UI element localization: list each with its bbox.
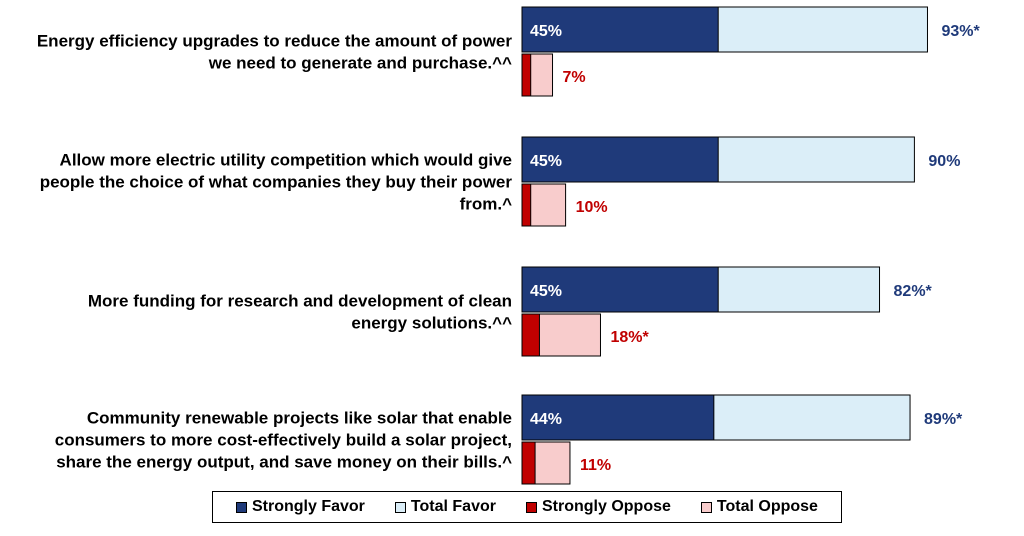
category-label: we need to generate and purchase.^^ bbox=[208, 54, 512, 73]
legend-swatch-strongly-oppose bbox=[525, 501, 537, 513]
legend-label-strongly-favor: Strongly Favor bbox=[252, 498, 365, 515]
bar-strongly-oppose bbox=[521, 441, 536, 485]
bar-strongly-favor bbox=[521, 394, 715, 441]
bar-strongly-oppose bbox=[521, 183, 532, 227]
label-total-favor: 90% bbox=[928, 153, 960, 170]
legend-swatch-total-favor bbox=[394, 501, 406, 513]
bar-strongly-favor bbox=[521, 266, 719, 313]
legend-label-strongly-oppose: Strongly Oppose bbox=[541, 498, 671, 515]
bar-strongly-favor bbox=[521, 136, 719, 183]
category-label: Community renewable projects like solar … bbox=[87, 409, 512, 428]
legend-item-strongly-favor: Strongly Favor bbox=[236, 498, 365, 516]
label-strongly-favor: 45% bbox=[530, 153, 562, 170]
category-label: Energy efficiency upgrades to reduce the… bbox=[37, 32, 513, 51]
bar-strongly-oppose bbox=[521, 53, 532, 97]
legend-item-total-oppose: Total Oppose bbox=[700, 498, 818, 516]
category-label: More funding for research and developmen… bbox=[88, 292, 512, 311]
category-label: people the choice of what companies they… bbox=[40, 173, 513, 192]
category-label: share the energy output, and save money … bbox=[56, 453, 512, 472]
bar-strongly-favor bbox=[521, 6, 719, 53]
label-total-oppose: 10% bbox=[576, 199, 608, 216]
label-total-oppose: 11% bbox=[580, 457, 611, 474]
legend-label-total-favor: Total Favor bbox=[410, 498, 496, 515]
legend: Strongly Favor Total Favor Strongly Oppo… bbox=[212, 491, 842, 523]
label-strongly-favor: 45% bbox=[530, 283, 562, 300]
label-strongly-favor: 45% bbox=[530, 23, 562, 40]
category-label: Allow more electric utility competition … bbox=[60, 151, 512, 170]
legend-item-total-favor: Total Favor bbox=[394, 498, 496, 516]
category-label: from.^ bbox=[460, 195, 513, 214]
label-total-favor: 93%* bbox=[941, 23, 980, 40]
legend-swatch-strongly-favor bbox=[236, 501, 247, 513]
legend-label-total-oppose: Total Oppose bbox=[716, 498, 818, 515]
category-label: energy solutions.^^ bbox=[351, 314, 512, 333]
category-label: consumers to more cost-effectively build… bbox=[55, 431, 512, 450]
label-total-favor: 89%* bbox=[924, 411, 963, 428]
label-total-oppose: 7% bbox=[563, 69, 586, 86]
legend-item-strongly-oppose: Strongly Oppose bbox=[525, 498, 671, 516]
legend-swatch-total-oppose bbox=[700, 501, 712, 513]
chart: 45% 93%* 7% Energy efficiency upgrades to r… bbox=[37, 6, 981, 485]
bar-strongly-oppose bbox=[521, 313, 540, 357]
label-strongly-favor: 44% bbox=[530, 411, 562, 428]
label-total-oppose: 18%* bbox=[610, 329, 649, 346]
label-total-favor: 82%* bbox=[894, 283, 933, 300]
